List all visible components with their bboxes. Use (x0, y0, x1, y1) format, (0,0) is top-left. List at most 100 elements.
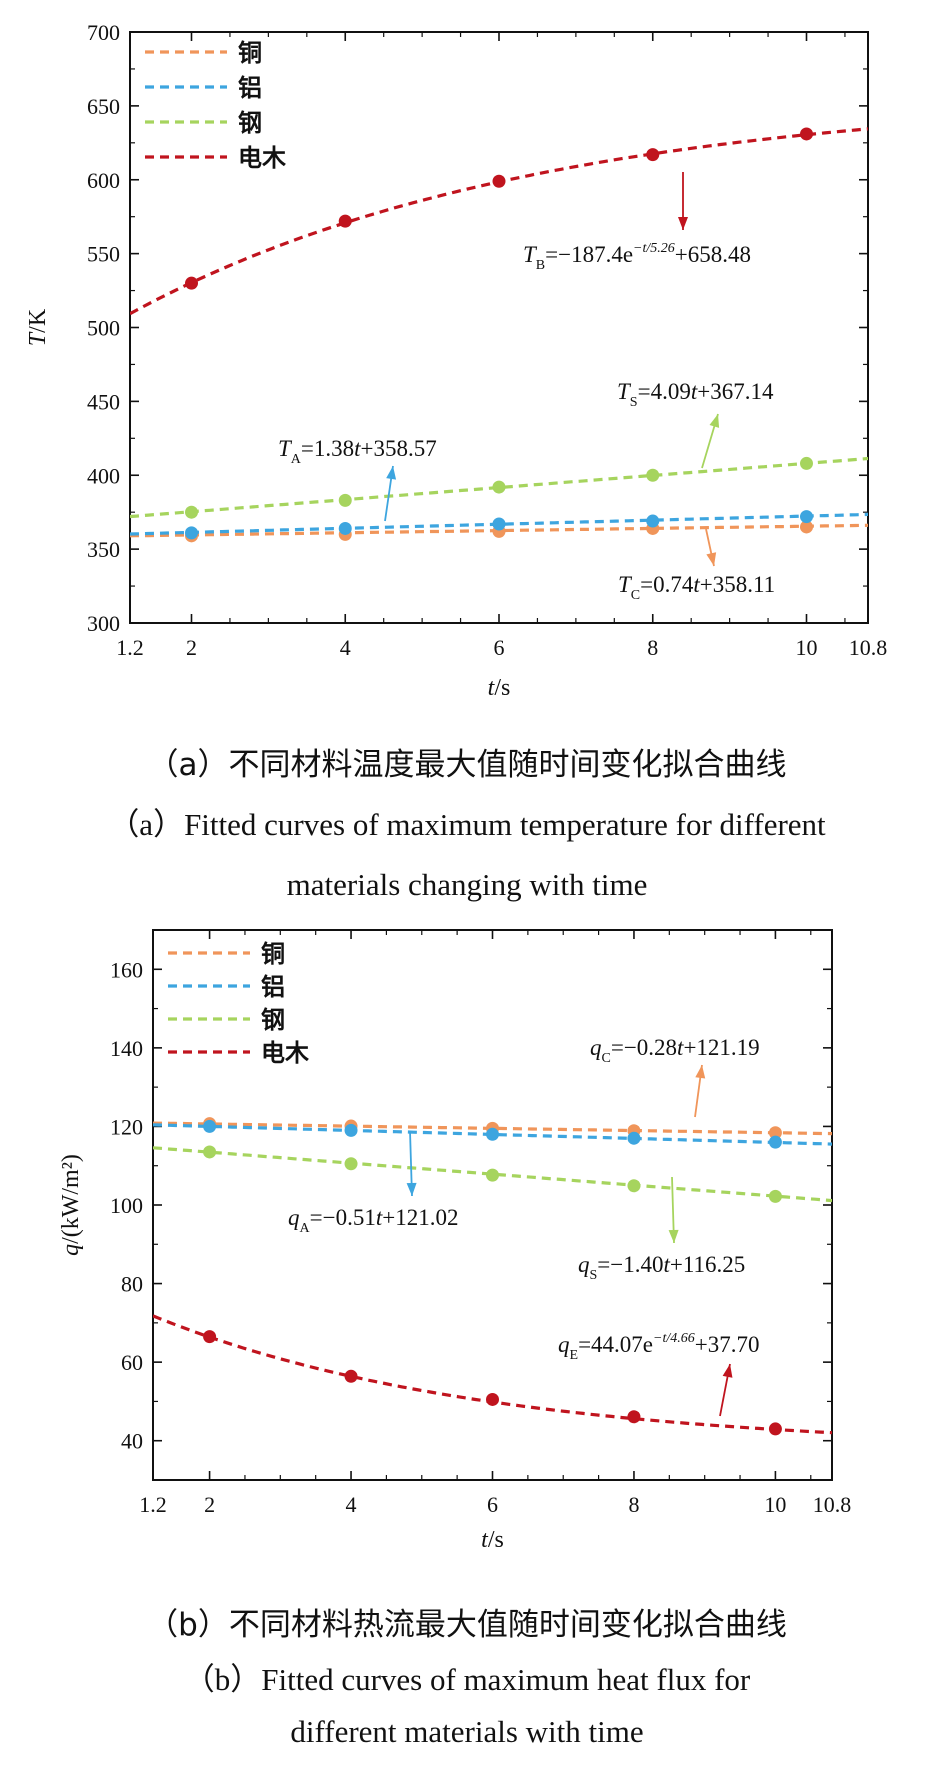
data-point-bakelite (800, 127, 813, 141)
y-tick-label: 140 (110, 1036, 143, 1061)
x-tick-label: 2 (186, 635, 197, 660)
fit-curve-aluminum (130, 512, 868, 536)
data-point-steel (627, 1179, 641, 1193)
x-axis-label: t/s (481, 1527, 504, 1553)
data-point-aluminum (492, 517, 506, 531)
caption-a-en-line1: （a）Fitted curves of maximum temperature … (108, 807, 826, 842)
x-tick-label: 2 (204, 1492, 215, 1517)
data-point-steel (492, 480, 506, 494)
x-tick-label: 10 (764, 1492, 786, 1517)
y-tick-label: 700 (87, 20, 120, 45)
x-tick-label: 8 (647, 635, 658, 660)
y-tick-label: 350 (87, 537, 120, 562)
y-tick-label: 300 (87, 611, 120, 636)
legend-label-bakelite: 电木 (261, 1039, 310, 1067)
data-point-steel (338, 493, 352, 507)
legend-label-aluminum: 铝 (238, 74, 262, 102)
x-tick-label: 1.2 (116, 635, 144, 660)
caption-b-zh: （b）不同材料热流最大值随时间变化拟合曲线 (147, 1607, 787, 1643)
legend-label-copper: 铜 (238, 39, 262, 67)
x-tick-label: 1.2 (139, 1492, 167, 1517)
data-point-aluminum (800, 510, 813, 524)
data-point-aluminum (203, 1119, 217, 1133)
y-tick-label: 120 (110, 1114, 143, 1139)
annotation-arrowhead-bakelite (678, 217, 688, 230)
caption-b-en-line2: different materials with time (290, 1714, 644, 1749)
y-tick-label: 650 (87, 94, 120, 119)
x-tick-label: 8 (628, 1492, 639, 1517)
fit-equation-aluminum: qA=−0.51t+121.02 (288, 1205, 458, 1236)
data-point-copper (768, 1126, 782, 1140)
data-point-aluminum (486, 1127, 499, 1141)
x-tick-label: 10.8 (849, 635, 888, 660)
chart-panel-a: 1.2 2 4 6 8 10 10.8 300 350 400 450 500 550 600 650 700… (25, 20, 887, 701)
data-point-bakelite (646, 148, 660, 162)
x-tick-label: 10.8 (813, 1492, 852, 1517)
fit-curve-steel (130, 456, 868, 519)
chart-panel-b: 1.2 2 4 6 8 10 10.8 40 60 80 100 120 140 160 t/s q/(kW/… (58, 929, 852, 1553)
data-point-steel (203, 1145, 217, 1159)
fit-equation-bakelite: TB=−187.4e−t/5.26+658.48 (523, 241, 751, 273)
data-point-steel (646, 468, 660, 482)
data-point-aluminum (627, 1131, 641, 1145)
y-tick-label: 80 (121, 1272, 143, 1297)
legend-label-copper: 铜 (261, 940, 285, 968)
data-point-bakelite (338, 214, 352, 228)
fit-equation-bakelite: qE=44.07e−t/4.66+37.70 (558, 1331, 759, 1363)
y-tick-label: 60 (121, 1350, 143, 1375)
fit-curve-steel (153, 1146, 832, 1203)
caption-a-zh: （a）不同材料温度最大值随时间变化拟合曲线 (147, 747, 787, 783)
x-tick-label: 4 (346, 1492, 357, 1517)
data-point-steel (185, 505, 198, 519)
data-point-bakelite (185, 276, 198, 290)
data-point-steel (344, 1157, 358, 1171)
data-point-steel (800, 456, 813, 470)
data-point-aluminum (185, 526, 198, 540)
data-point-copper (800, 520, 813, 534)
x-axis-label: t/s (488, 675, 511, 701)
annotation-arrowhead-aluminum (386, 466, 397, 480)
data-point-aluminum (646, 514, 660, 528)
fit-equation-aluminum: TA=1.38t+358.57 (278, 436, 437, 467)
data-point-bakelite (486, 1392, 499, 1406)
y-tick-label: 450 (87, 389, 120, 414)
data-point-aluminum (344, 1123, 358, 1137)
y-tick-label: 400 (87, 463, 120, 488)
data-point-steel (768, 1189, 782, 1203)
legend-label-aluminum: 铝 (261, 973, 285, 1001)
data-point-bakelite (492, 174, 506, 188)
data-point-bakelite (768, 1422, 782, 1436)
y-tick-label: 500 (87, 316, 120, 341)
annotation-arrowhead-copper (706, 552, 717, 566)
data-point-steel (486, 1168, 499, 1182)
x-tick-label: 10 (796, 635, 818, 660)
x-tick-label: 4 (340, 635, 351, 660)
legend-label-bakelite: 电木 (238, 144, 287, 172)
caption-a-en-line2: materials changing with time (286, 867, 648, 902)
fit-curve-copper (130, 523, 868, 538)
y-tick-label: 550 (87, 242, 120, 267)
fit-curve-copper (153, 1121, 832, 1136)
y-axis-label: T/K (25, 308, 51, 346)
annotation-arrowhead-aluminum (406, 1182, 417, 1196)
x-tick-label: 6 (487, 1492, 498, 1517)
y-tick-label: 100 (110, 1193, 143, 1218)
annotation-arrowhead-bakelite (722, 1364, 733, 1378)
fit-equation-steel: TS=4.09t+367.14 (617, 379, 774, 410)
fit-equation-copper: TC=0.74t+358.11 (618, 572, 775, 603)
annotation-arrowhead-copper (695, 1065, 706, 1079)
data-point-bakelite (627, 1410, 641, 1424)
data-point-bakelite (344, 1369, 358, 1383)
legend-label-steel: 钢 (261, 1006, 285, 1034)
legend-label-steel: 钢 (238, 109, 262, 137)
data-point-aluminum (338, 521, 352, 535)
y-tick-label: 160 (110, 957, 143, 982)
data-point-aluminum (768, 1135, 782, 1149)
fit-equation-copper: qC=−0.28t+121.19 (590, 1035, 760, 1066)
y-axis-label: q/(kW/m²) (58, 1154, 84, 1256)
x-tick-label: 6 (494, 635, 505, 660)
fit-curve-aluminum (153, 1123, 832, 1146)
caption-b-en-line1: （b）Fitted curves of maximum heat flux fo… (183, 1662, 751, 1697)
y-tick-label: 40 (121, 1429, 143, 1454)
